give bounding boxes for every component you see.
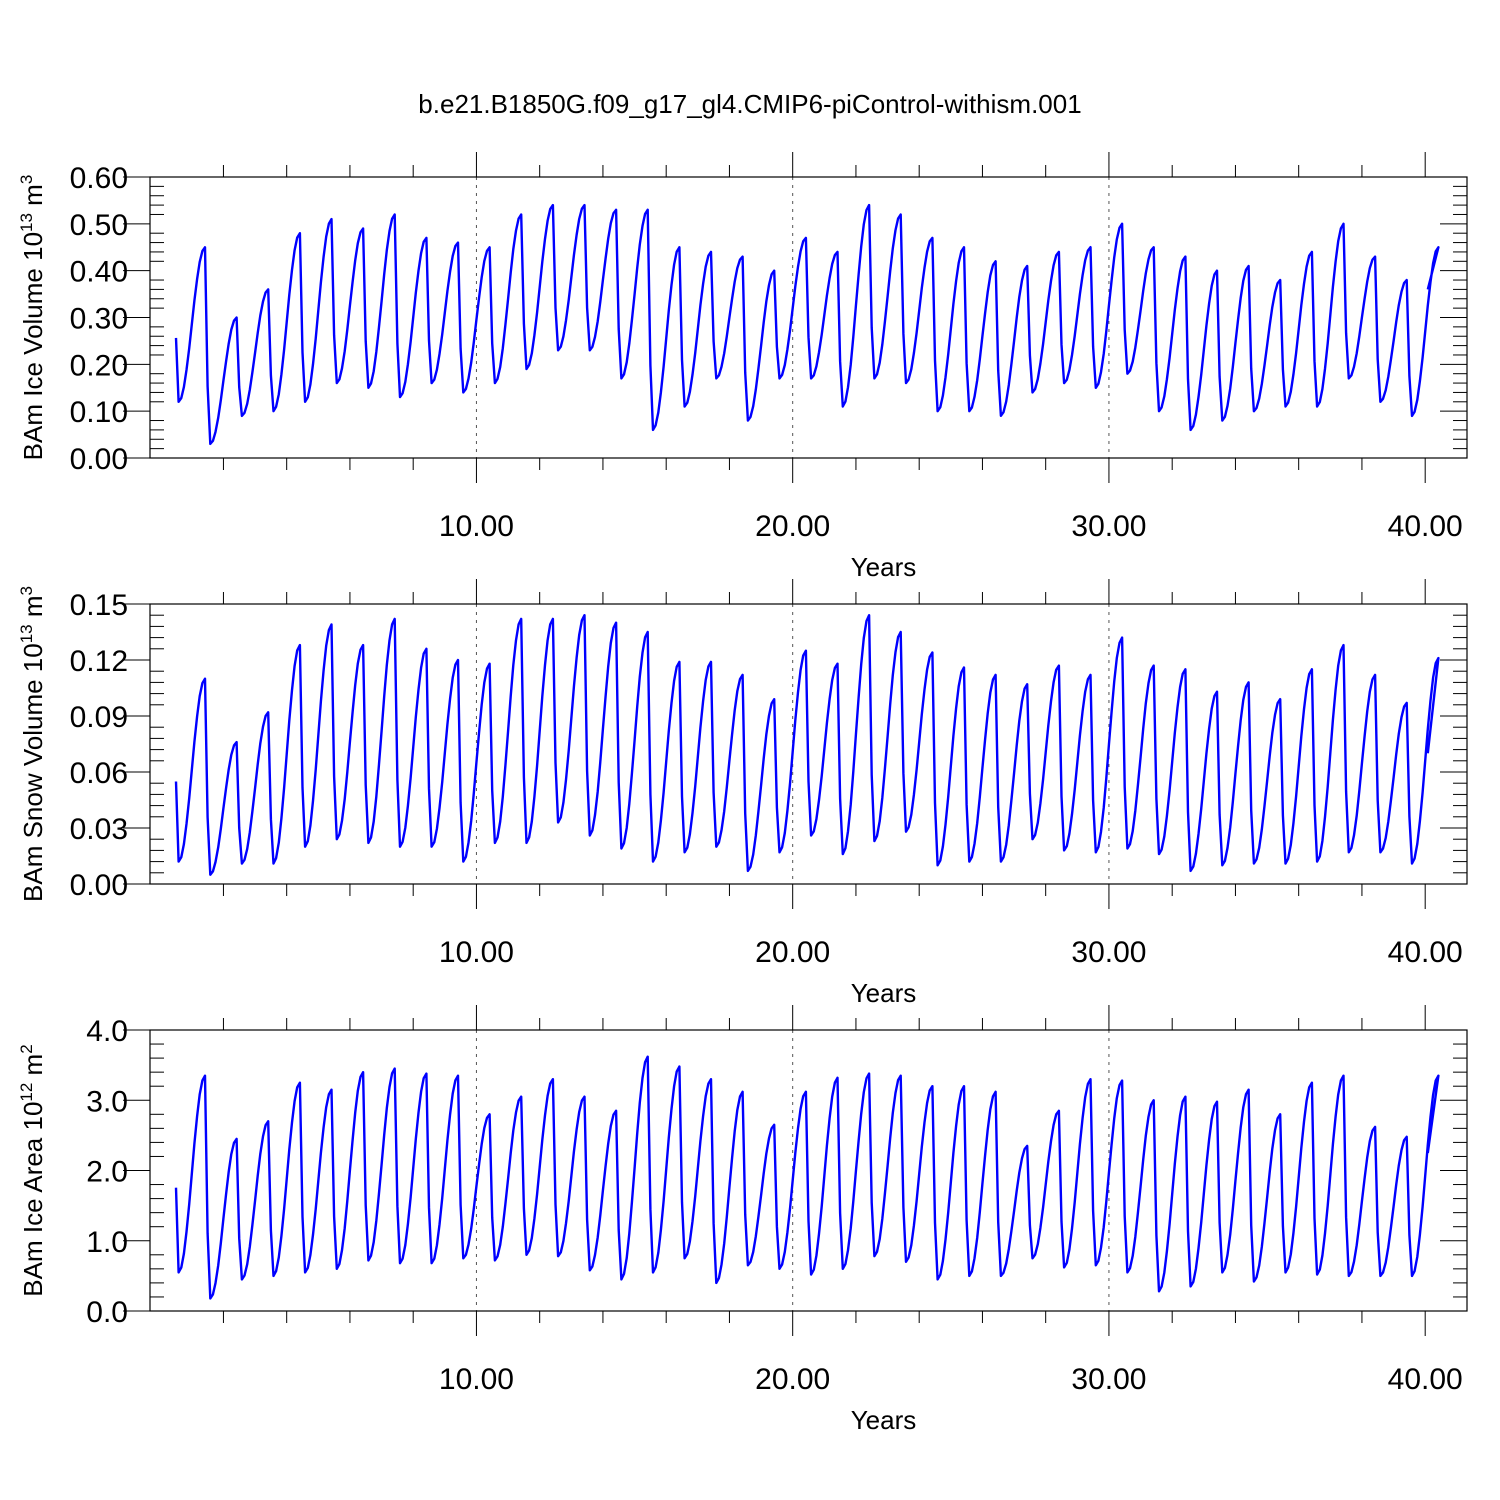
panels: 0.00 0.10 0.20 0.30 0.40 0.50 0.60 10.00 20.00 30… — [17, 152, 1468, 1435]
y-tick-label: 0.06 — [70, 757, 128, 790]
x-tick-label: 10.00 — [439, 1363, 514, 1396]
y-tick-label: 4.0 — [86, 1015, 128, 1048]
x-tick-label: 40.00 — [1388, 936, 1463, 969]
y-tick-label: 1.0 — [86, 1226, 128, 1259]
axis-frame — [149, 603, 1468, 885]
x-axis-label: Years — [851, 552, 917, 582]
x-tick-label: 30.00 — [1071, 1363, 1146, 1396]
y-tick-label: 0.40 — [70, 256, 128, 289]
y-tick-label: 3.0 — [86, 1085, 128, 1118]
y-tick-label: 0.12 — [70, 645, 128, 678]
y-tick-label: 0.09 — [70, 701, 128, 734]
panel-snow-volume: 0.00 0.03 0.06 0.09 0.12 0.15 10.00 20.00 30.00 4… — [17, 579, 1468, 1008]
x-tick-label: 10.00 — [439, 510, 514, 543]
y-tick-label: 0.10 — [70, 396, 128, 429]
y-tick-label: 0.30 — [70, 303, 128, 336]
y-tick-label: 0.03 — [70, 813, 128, 846]
series-line — [174, 1055, 1440, 1300]
y-tick-label: 0.15 — [70, 589, 128, 622]
panel-ice-volume: 0.00 0.10 0.20 0.30 0.40 0.50 0.60 10.00 20.00 30… — [17, 152, 1468, 582]
y-tick-label: 0.0 — [86, 1296, 128, 1329]
figure-title: b.e21.B1850G.f09_g17_gl4.CMIP6-piControl… — [418, 89, 1081, 119]
x-axis-label: Years — [851, 1405, 917, 1435]
x-axis-label: Years — [851, 978, 917, 1008]
y-tick-label: 0.00 — [70, 869, 128, 902]
y-tick-label: 2.0 — [86, 1156, 128, 1189]
x-tick-label: 30.00 — [1071, 510, 1146, 543]
x-tick-label: 20.00 — [755, 936, 830, 969]
y-tick-label: 0.00 — [70, 443, 128, 476]
y-tick-label: 0.50 — [70, 209, 128, 242]
y-axis-label: BAm Snow Volume 1013 m3 — [17, 586, 48, 902]
x-tick-label: 40.00 — [1388, 1363, 1463, 1396]
series-line — [174, 614, 1440, 876]
series-line — [174, 203, 1440, 446]
y-axis-label: BAm Ice Area 1012 m2 — [17, 1044, 48, 1296]
y-tick-label: 0.60 — [70, 162, 128, 195]
y-tick-label: 0.20 — [70, 349, 128, 382]
x-tick-label: 20.00 — [755, 510, 830, 543]
y-axis-label: BAm Ice Volume 1013 m3 — [17, 175, 48, 461]
x-tick-label: 30.00 — [1071, 936, 1146, 969]
x-tick-label: 10.00 — [439, 936, 514, 969]
x-tick-label: 20.00 — [755, 1363, 830, 1396]
x-tick-label: 40.00 — [1388, 510, 1463, 543]
panel-ice-area: 0.0 1.0 2.0 3.0 4.0 10.00 20.00 30.00 40.00 Years… — [17, 1005, 1468, 1435]
